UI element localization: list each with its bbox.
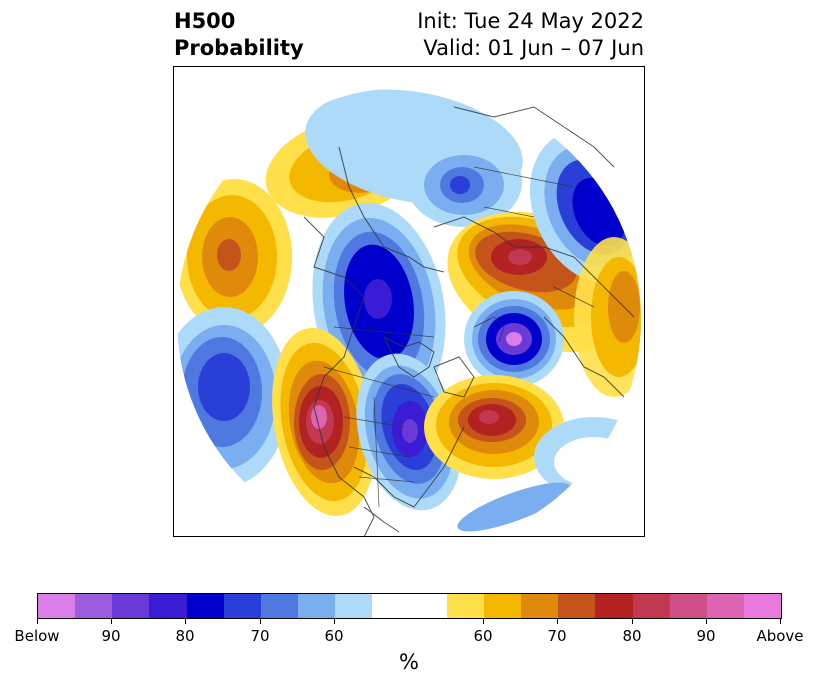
colorbar-unit-label: % [399, 650, 419, 674]
colorbar-tick-6 [557, 619, 558, 624]
siberia-outline [453, 106, 615, 168]
colorbar-cell-15 [595, 594, 633, 618]
colorbar-cell-12 [483, 594, 522, 618]
colorbar-cell-13 [521, 594, 559, 618]
map-canvas [177, 87, 641, 536]
map-title-left: H500 Probability [174, 8, 304, 62]
colorbar-cell-5 [223, 594, 261, 618]
colorbar-cell-2 [112, 594, 150, 618]
colorbar-cell-11 [446, 594, 484, 618]
colorbar-tick-label-3: 70 [250, 627, 270, 645]
colorbar-cell-6 [260, 594, 299, 618]
probability-map[interactable] [173, 66, 645, 537]
colorbar-tick-label-4: 60 [324, 627, 344, 645]
europe-outline [543, 316, 625, 398]
colorbar-cell-7 [298, 594, 336, 618]
colorbar-cell-4 [186, 594, 224, 618]
colorbar-tick-7 [632, 619, 633, 624]
probability-colorbar [37, 593, 782, 619]
eastern-us-outline [353, 426, 465, 508]
anomaly-northeast-pacific [177, 179, 292, 335]
canada-borders [323, 326, 435, 398]
colorbar-cell-9 [372, 594, 410, 618]
asia-borders [473, 166, 595, 308]
pacific-coast-outline [338, 146, 445, 273]
arctic-islands-outline [382, 335, 435, 378]
colorbar-cell-14 [558, 594, 596, 618]
colorbar-tick-label-1: 90 [101, 627, 121, 645]
colorbar-tick-label-6: 70 [547, 627, 567, 645]
colorbar-cell-18 [706, 594, 744, 618]
colorbar-tick-2 [185, 619, 186, 624]
init-label: Init: Tue 24 May 2022 [417, 9, 644, 33]
anomaly-field [177, 87, 641, 536]
colorbar-tick-3 [260, 619, 261, 624]
mexico-outline [363, 506, 400, 533]
us-borders [343, 396, 415, 508]
colorbar-tick-9 [780, 619, 781, 624]
colorbar-tick-label-9: Above [756, 627, 804, 645]
north-america-outline [303, 216, 375, 536]
colorbar-tick-label-2: 80 [175, 627, 195, 645]
anomaly-greenland-arctic [464, 291, 564, 387]
field-label: Probability [174, 36, 304, 60]
colorbar-cell-0 [38, 594, 76, 618]
map-title-right: Init: Tue 24 May 2022 Valid: 01 Jun – 07… [417, 8, 644, 62]
greenland-outline [433, 356, 475, 398]
map-outlines [303, 106, 635, 536]
colorbar-tick-1 [111, 619, 112, 624]
colorbar-cell-10 [409, 594, 447, 618]
colorbar-cell-16 [632, 594, 670, 618]
colorbar-cell-3 [149, 594, 187, 618]
colorbar-tick-5 [483, 619, 484, 624]
colorbar-tick-label-5: 60 [473, 627, 493, 645]
colorbar-tick-0 [37, 619, 38, 624]
anomaly-west-coast [272, 328, 376, 516]
colorbar-tick-label-0: Below [14, 627, 60, 645]
colorbar-cell-1 [75, 594, 113, 618]
colorbar-cell-17 [669, 594, 707, 618]
anomaly-eastern-north-america [356, 353, 462, 511]
colorbar-tick-8 [706, 619, 707, 624]
greenland-coast [473, 316, 505, 343]
colorbar-cell-19 [743, 594, 782, 618]
colorbar-tick-4 [334, 619, 335, 624]
valid-label: Valid: 01 Jun – 07 Jun [423, 36, 644, 60]
colorbar-tick-label-7: 80 [622, 627, 642, 645]
eurasia-outline [433, 216, 635, 318]
anomaly-north-atlantic [424, 375, 564, 479]
variable-label: H500 [174, 9, 236, 33]
colorbar-cell-8 [335, 594, 373, 618]
anomaly-siberia [406, 137, 522, 227]
colorbar-tick-label-8: 90 [696, 627, 716, 645]
